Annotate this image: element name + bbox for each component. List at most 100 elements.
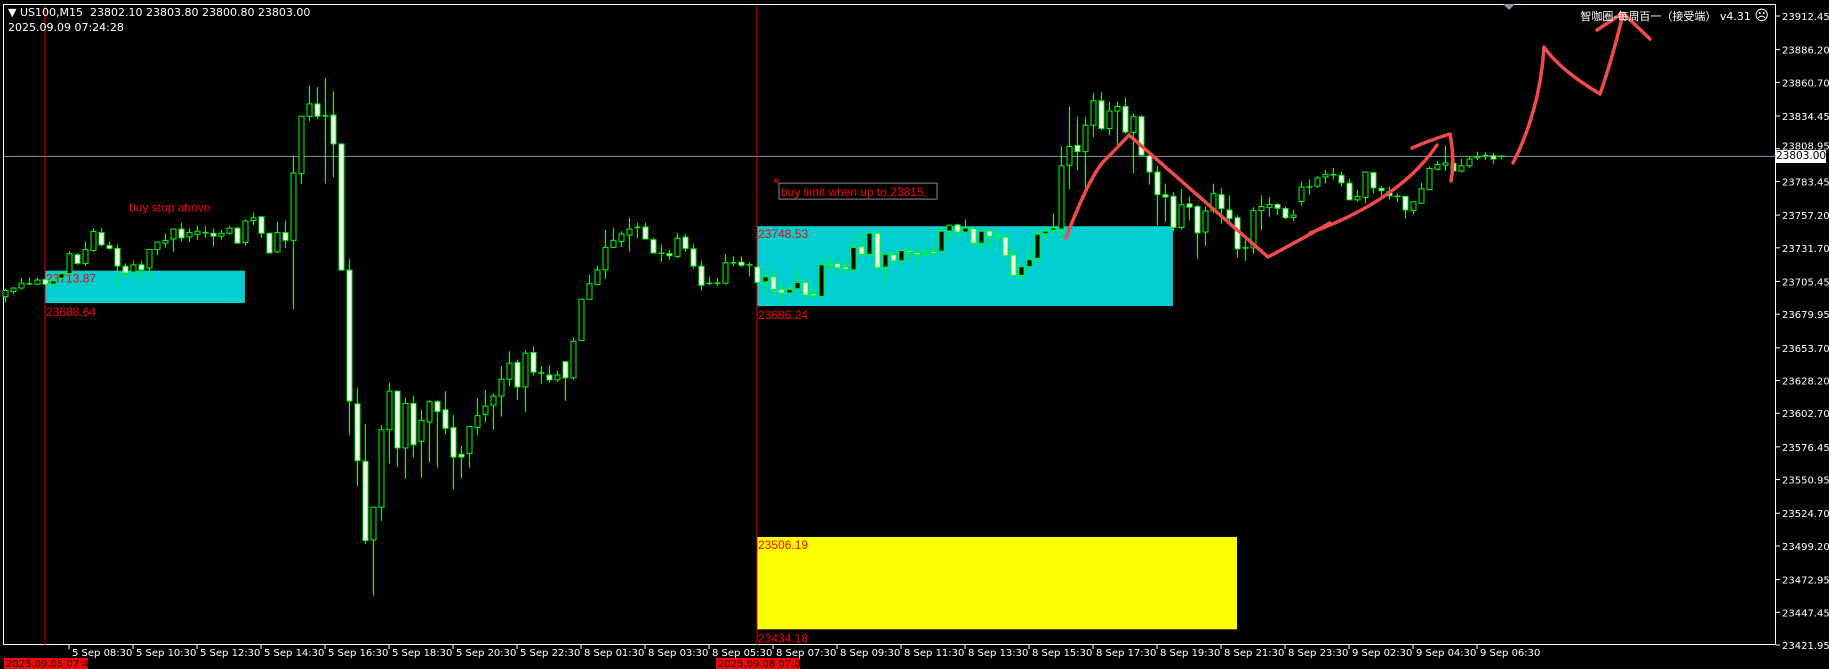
candle	[530, 346, 537, 376]
candle-body	[1226, 209, 1233, 219]
y-tick-label: 23834.45	[1782, 112, 1829, 123]
candle	[362, 423, 369, 545]
candle	[1418, 182, 1425, 204]
candle-body	[1058, 165, 1065, 230]
candle	[866, 231, 873, 258]
candle	[26, 277, 33, 286]
candle	[10, 287, 17, 294]
candle	[1466, 156, 1473, 168]
candle-body	[122, 265, 129, 274]
candle	[506, 351, 513, 387]
chart-window[interactable]	[3, 4, 1776, 645]
candle-body	[1138, 116, 1145, 156]
candle	[1346, 178, 1353, 201]
candle-body	[866, 232, 873, 255]
candle-body	[1202, 210, 1209, 233]
candle	[346, 258, 353, 436]
candle	[522, 350, 529, 413]
candle-body	[618, 233, 625, 242]
candle	[578, 298, 585, 342]
candle-body	[1426, 168, 1433, 191]
y-tick-label: 23705.45	[1782, 277, 1829, 288]
candle	[314, 87, 321, 119]
candle-body	[42, 278, 49, 285]
candle	[354, 387, 361, 486]
x-tick-label: 5 Sep 20:30	[456, 648, 516, 659]
candle-body	[1082, 124, 1089, 153]
candle	[1378, 186, 1385, 198]
candle	[1298, 181, 1305, 206]
candle-body	[1466, 158, 1473, 167]
candle	[1314, 176, 1321, 188]
candle	[490, 393, 497, 430]
candle-body	[1410, 201, 1417, 212]
candle	[762, 273, 769, 293]
hand-drawn-forecast-arrow-icon	[1511, 11, 1652, 165]
candle	[938, 226, 945, 253]
candle-body	[554, 374, 561, 381]
ohlc-readout: 23802.10 23803.80 23800.80 23803.00	[89, 6, 311, 19]
candle-body	[2, 289, 9, 297]
x-tick-label: 8 Sep 03:30	[648, 648, 708, 659]
candle-body	[98, 232, 105, 246]
candle-body	[290, 172, 297, 241]
x-tick-label: 5 Sep 16:30	[328, 648, 388, 659]
candle-body	[274, 232, 281, 253]
candle-body	[1354, 195, 1361, 201]
candle	[202, 226, 209, 238]
candle-body	[218, 232, 225, 237]
candle-body	[282, 232, 289, 241]
candle	[170, 228, 177, 252]
candle	[1458, 159, 1465, 173]
candle	[370, 506, 377, 596]
candle-body	[1338, 174, 1345, 184]
candle-body	[1370, 172, 1377, 189]
candle	[1354, 190, 1361, 202]
x-tick-label: 8 Sep 15:30	[1032, 648, 1092, 659]
candle-body	[314, 103, 321, 117]
candle-body	[1434, 164, 1441, 170]
triangle-down-icon[interactable]: ▼	[8, 6, 20, 19]
candle	[82, 241, 89, 266]
candle	[538, 365, 545, 384]
candle	[594, 265, 601, 286]
candle	[554, 370, 561, 383]
candle	[1114, 101, 1121, 149]
candle	[474, 398, 481, 436]
x-tick-label: 9 Sep 04:30	[1416, 648, 1476, 659]
candle-body	[10, 287, 17, 293]
candle	[826, 255, 833, 272]
candle	[1306, 179, 1313, 195]
candle	[322, 78, 329, 184]
candle-body	[194, 230, 201, 235]
candle-body	[1034, 233, 1041, 259]
candle	[498, 365, 505, 417]
candle	[1098, 92, 1105, 131]
x-tick-label: 8 Sep 17:30	[1096, 648, 1156, 659]
y-tick-label: 23783.45	[1782, 177, 1829, 188]
y-tick-label: 23421.95	[1782, 641, 1829, 652]
candle	[402, 397, 409, 479]
candle-body	[1170, 195, 1177, 229]
candle	[1362, 171, 1369, 204]
candle-body	[490, 395, 497, 406]
candle	[234, 226, 241, 244]
candle	[218, 229, 225, 240]
candle	[178, 222, 185, 242]
candle	[1370, 171, 1377, 194]
price-zone	[45, 270, 245, 304]
x-tick-label: 5 Sep 12:30	[200, 648, 260, 659]
candle-body	[426, 401, 433, 423]
candle	[922, 246, 929, 256]
candle	[858, 232, 865, 256]
x-tick-label: 8 Sep 13:30	[968, 648, 1028, 659]
candle-body	[442, 409, 449, 429]
candle	[1338, 171, 1345, 187]
candle-body	[1474, 155, 1481, 159]
y-tick-label: 23679.95	[1782, 310, 1829, 321]
candle-body	[610, 239, 617, 248]
candle	[482, 390, 489, 423]
candle	[778, 283, 785, 302]
candle-body	[258, 216, 265, 234]
